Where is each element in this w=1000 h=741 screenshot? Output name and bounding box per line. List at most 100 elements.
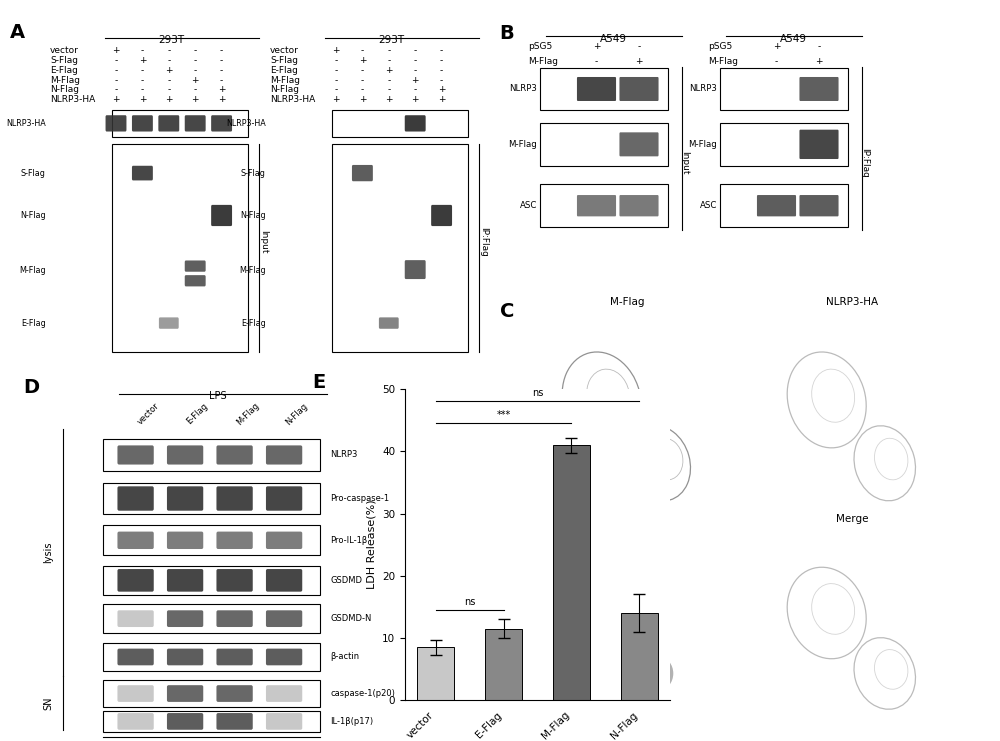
Text: N-Flag: N-Flag [270, 85, 299, 94]
FancyBboxPatch shape [431, 205, 452, 226]
Bar [103, 565, 320, 595]
Text: M-Flag: M-Flag [19, 267, 46, 276]
Text: -: - [220, 66, 223, 75]
Text: M-Flag: M-Flag [528, 57, 558, 66]
Text: -: - [114, 76, 118, 84]
Text: +: + [191, 96, 199, 104]
Text: S-Flag: S-Flag [241, 169, 266, 178]
Text: M-Flag: M-Flag [610, 297, 645, 307]
Text: -: - [414, 85, 417, 94]
FancyBboxPatch shape [167, 531, 203, 549]
Bar [720, 123, 848, 166]
Text: -: - [440, 66, 443, 75]
FancyBboxPatch shape [216, 611, 253, 627]
Text: -: - [440, 76, 443, 84]
Text: -: - [387, 85, 390, 94]
Bar [103, 605, 320, 633]
Text: -: - [334, 76, 338, 84]
Text: +: + [139, 96, 146, 104]
Text: M-Flag: M-Flag [235, 401, 261, 427]
FancyBboxPatch shape [216, 685, 253, 702]
FancyBboxPatch shape [619, 133, 659, 156]
Y-axis label: LDH Release(%): LDH Release(%) [367, 500, 377, 589]
Text: +: + [112, 47, 120, 56]
FancyBboxPatch shape [132, 116, 153, 132]
Text: NLRP3-HA: NLRP3-HA [50, 96, 95, 104]
FancyBboxPatch shape [117, 445, 154, 465]
Text: N-Flag: N-Flag [240, 211, 266, 220]
FancyBboxPatch shape [379, 317, 399, 329]
FancyBboxPatch shape [266, 648, 302, 665]
Text: vector: vector [136, 401, 161, 426]
Text: -: - [775, 57, 778, 66]
Bar [720, 68, 848, 110]
FancyBboxPatch shape [117, 569, 154, 591]
FancyBboxPatch shape [799, 130, 839, 159]
Text: -: - [387, 76, 390, 84]
FancyBboxPatch shape [185, 116, 206, 132]
FancyBboxPatch shape [619, 195, 659, 216]
Text: +: + [218, 96, 225, 104]
Text: +: + [218, 85, 225, 94]
Text: -: - [114, 85, 118, 94]
Bar [103, 525, 320, 555]
Text: -: - [220, 56, 223, 65]
Text: NLRP3-HA: NLRP3-HA [826, 297, 879, 307]
Text: ASC: ASC [700, 202, 717, 210]
Text: 293T: 293T [378, 35, 404, 44]
Text: E: E [312, 373, 326, 393]
FancyBboxPatch shape [117, 685, 154, 702]
FancyBboxPatch shape [216, 648, 253, 665]
FancyBboxPatch shape [158, 116, 179, 132]
FancyBboxPatch shape [185, 261, 206, 272]
FancyBboxPatch shape [159, 317, 179, 329]
Text: ***: *** [496, 411, 511, 420]
Text: 293T: 293T [158, 35, 184, 44]
Text: E-Flag: E-Flag [241, 319, 266, 328]
Text: -: - [361, 85, 364, 94]
Text: +: + [165, 66, 173, 75]
Text: +: + [385, 96, 393, 104]
Text: S-Flag: S-Flag [270, 56, 298, 65]
Text: C: C [500, 302, 514, 321]
Bar [103, 439, 320, 471]
Text: -: - [361, 47, 364, 56]
Text: -: - [167, 76, 170, 84]
FancyBboxPatch shape [799, 195, 839, 216]
Text: lysis: lysis [43, 542, 53, 563]
Text: +: + [438, 96, 445, 104]
Text: +: + [112, 96, 120, 104]
Text: +: + [139, 56, 146, 65]
Bar [103, 680, 320, 707]
Text: NLRP3-HA: NLRP3-HA [270, 96, 315, 104]
Text: M-Flag: M-Flag [239, 267, 266, 276]
Bar [621, 613, 658, 700]
Text: ASC: ASC [520, 202, 537, 210]
Bar [553, 445, 590, 700]
Bar [103, 642, 320, 671]
Bar [417, 648, 454, 700]
Text: -: - [637, 42, 641, 51]
Text: pSG5: pSG5 [528, 42, 553, 51]
Text: -: - [817, 42, 821, 51]
FancyBboxPatch shape [132, 166, 153, 181]
Text: ns: ns [532, 388, 543, 399]
Text: caspase-1(p20): caspase-1(p20) [330, 689, 395, 698]
Bar [103, 483, 320, 514]
Text: E-Flag: E-Flag [270, 66, 298, 75]
Text: Input: Input [259, 230, 268, 253]
FancyBboxPatch shape [106, 116, 126, 132]
FancyBboxPatch shape [167, 713, 203, 730]
Text: -: - [141, 76, 144, 84]
FancyBboxPatch shape [167, 486, 203, 511]
Text: -: - [387, 56, 390, 65]
Text: -: - [194, 56, 197, 65]
Text: +: + [635, 57, 643, 66]
Text: -: - [440, 47, 443, 56]
FancyBboxPatch shape [352, 165, 373, 182]
Text: -: - [361, 76, 364, 84]
Text: M-Flag: M-Flag [50, 76, 80, 84]
Text: -: - [194, 85, 197, 94]
Bar [485, 628, 522, 700]
Text: +: + [332, 96, 340, 104]
